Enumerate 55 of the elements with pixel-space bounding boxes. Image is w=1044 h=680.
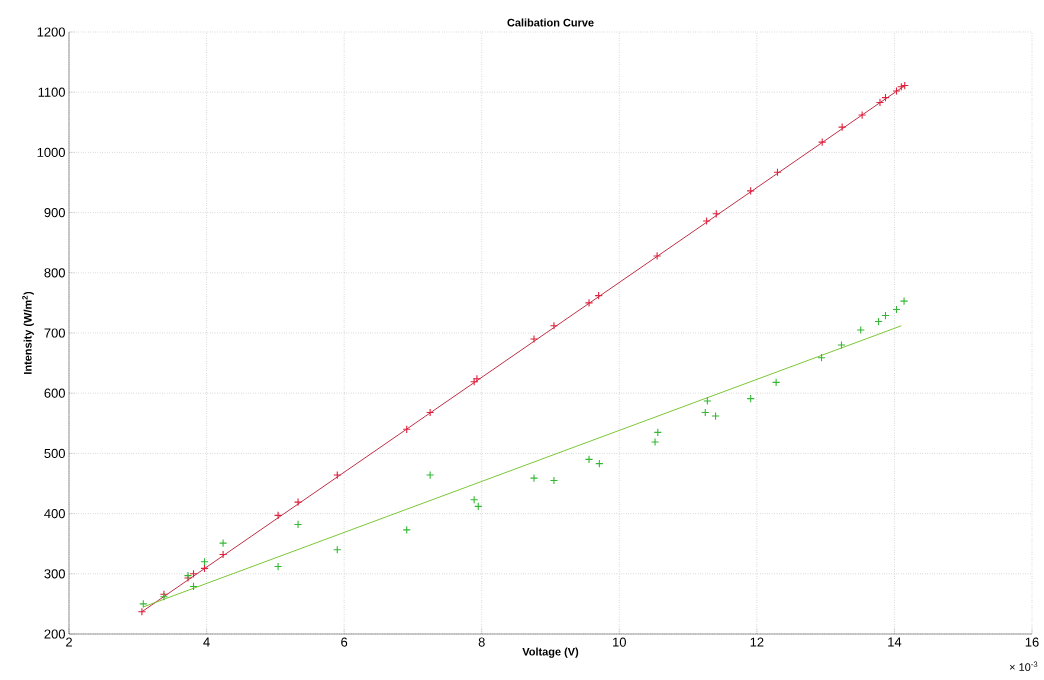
point bbox=[333, 470, 342, 480]
point bbox=[218, 538, 228, 548]
y-tick-label: 400 bbox=[44, 509, 65, 519]
y-tick-label: 1200 bbox=[37, 27, 65, 37]
point bbox=[549, 476, 559, 485]
chart-title: Calibation Curve bbox=[507, 18, 594, 27]
point bbox=[529, 334, 539, 344]
y-tick-label: 900 bbox=[44, 208, 65, 218]
y-tick-label: 300 bbox=[44, 569, 65, 579]
point bbox=[273, 562, 283, 571]
x-tick-label: 4 bbox=[203, 637, 210, 647]
point bbox=[273, 511, 283, 520]
point bbox=[584, 298, 594, 308]
y-tick-label: 500 bbox=[44, 448, 65, 458]
point bbox=[703, 396, 712, 406]
y-tick-label: 800 bbox=[44, 268, 65, 278]
point bbox=[425, 408, 435, 417]
y-tick-label: 200 bbox=[44, 629, 65, 639]
x-tick-label: 2 bbox=[66, 637, 72, 647]
point bbox=[856, 325, 865, 335]
point bbox=[711, 411, 720, 421]
y-tick-label: 1100 bbox=[38, 87, 65, 97]
point bbox=[549, 321, 559, 330]
point bbox=[529, 473, 539, 483]
x-tick-label: 12 bbox=[750, 637, 764, 647]
text: × 10$^{-3}$ bbox=[1009, 661, 1038, 671]
point bbox=[837, 340, 846, 350]
point bbox=[650, 437, 660, 447]
x-tick-label: 16 bbox=[1025, 637, 1039, 647]
x-tick-label: 14 bbox=[888, 637, 902, 647]
point bbox=[218, 550, 228, 559]
point bbox=[652, 251, 662, 261]
point bbox=[293, 498, 303, 507]
point bbox=[838, 122, 847, 132]
x-tick-label: 10 bbox=[613, 637, 626, 647]
point bbox=[771, 378, 781, 387]
y-axis-title: Intensity (W/m$^{2}$) bbox=[22, 291, 34, 374]
point bbox=[892, 86, 901, 96]
y-tick-label: 1000 bbox=[37, 147, 65, 157]
x-tick-label: 6 bbox=[341, 637, 348, 647]
y-tick-label: 600 bbox=[44, 388, 65, 398]
x-tick-label: 8 bbox=[478, 637, 485, 647]
point bbox=[402, 525, 411, 534]
point bbox=[857, 110, 867, 120]
y-tick-label: 700 bbox=[44, 328, 65, 338]
point bbox=[899, 296, 909, 306]
point bbox=[875, 98, 885, 107]
point bbox=[293, 520, 303, 529]
x-axis-title: Voltage (V) bbox=[522, 647, 579, 658]
point bbox=[584, 455, 594, 464]
point bbox=[139, 599, 148, 609]
point bbox=[746, 186, 755, 196]
point bbox=[425, 470, 435, 480]
point bbox=[702, 216, 711, 226]
point bbox=[137, 607, 147, 616]
